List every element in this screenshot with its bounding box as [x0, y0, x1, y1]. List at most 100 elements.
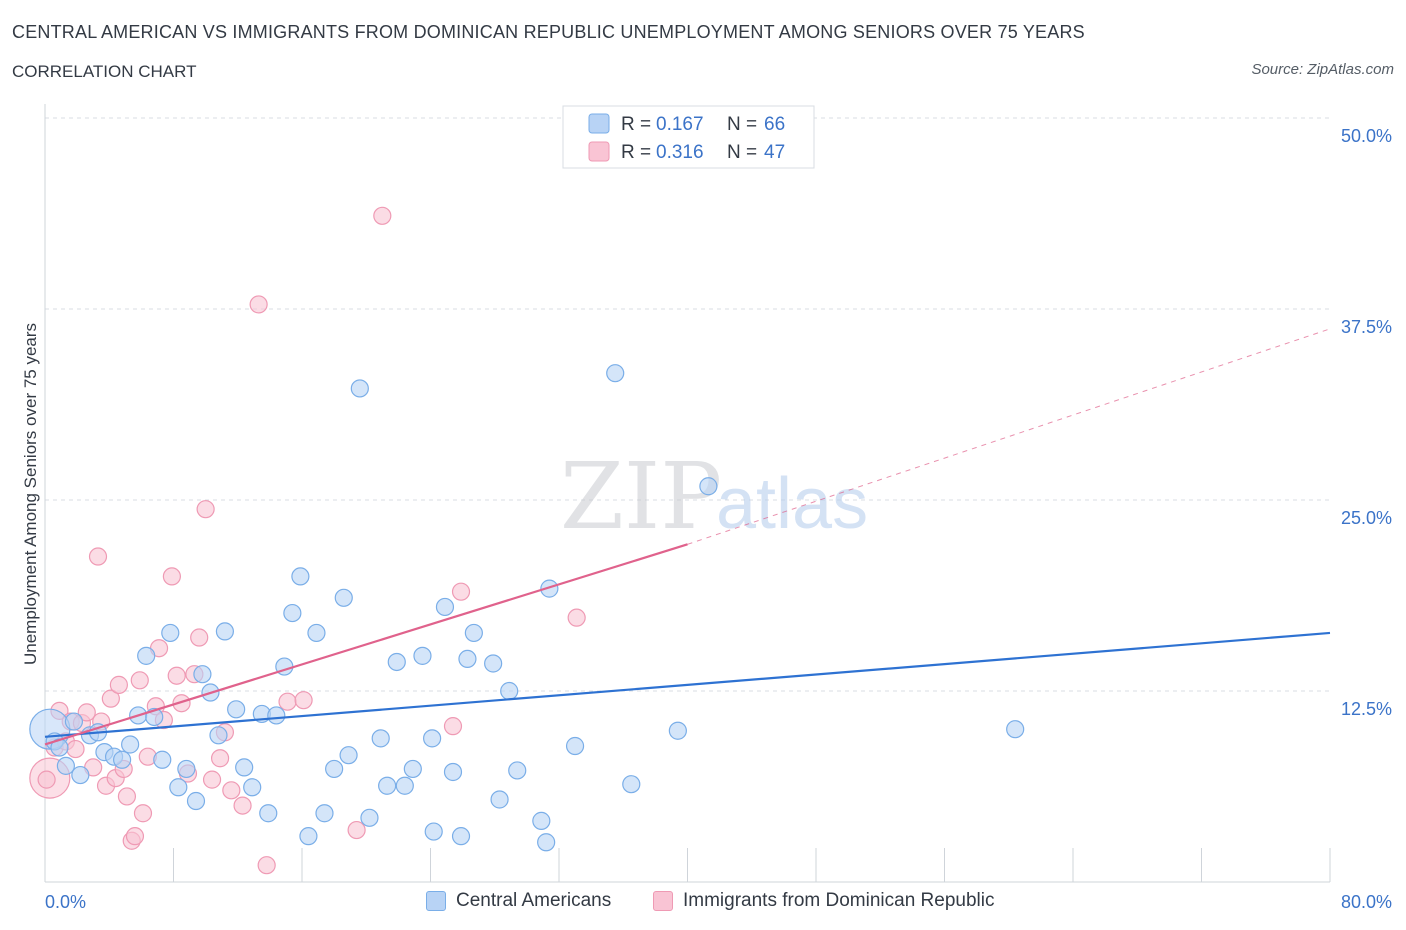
central-american-point-25	[235, 758, 254, 777]
dominican-point-42	[373, 206, 392, 225]
central-american-point-19	[186, 791, 206, 811]
pink-series-points	[29, 206, 586, 875]
dominican-point-14	[109, 675, 128, 694]
central-american-point-22	[209, 726, 228, 745]
legend-r-value-pink: 0.316	[656, 142, 704, 163]
dominican-point-12	[101, 689, 120, 708]
dominican-point-25	[162, 567, 181, 586]
central-american-point-51	[451, 827, 471, 846]
y-tick-label-3: 50.0%	[1341, 126, 1392, 146]
dominican-point-20	[133, 804, 153, 823]
central-american-point-34	[307, 623, 326, 643]
central-american-point-40	[360, 808, 379, 827]
dominican-trend-line	[44, 543, 688, 746]
zipatlas-watermark: ZIP atlas	[560, 443, 868, 550]
central-american-point-44	[395, 776, 414, 795]
central-american-point-38	[339, 746, 358, 765]
central-american-point-23	[215, 622, 234, 641]
chart-title: CENTRAL AMERICAN VS IMMIGRANTS FROM DOMI…	[12, 22, 1085, 42]
gridlines	[45, 117, 1330, 692]
central-american-point-50	[443, 762, 463, 782]
legend-item-central-americans[interactable]: Central Americans	[426, 890, 611, 912]
central-american-point-47	[423, 729, 442, 748]
central-american-point-45	[403, 759, 422, 779]
central-american-point-62	[606, 364, 625, 383]
dominican-point-9	[88, 547, 108, 566]
central-american-point-3	[56, 756, 75, 775]
central-american-point-56	[500, 681, 519, 701]
legend-swatch-dominican-republic	[653, 891, 673, 911]
central-american-point-53	[464, 623, 483, 643]
central-american-point-35	[315, 804, 334, 823]
dominican-point-37	[249, 295, 268, 314]
central-american-point-49	[435, 597, 455, 617]
central-american-point-31	[283, 603, 302, 623]
x-tick-label-min: 0.0%	[45, 892, 86, 912]
central-american-point-46	[413, 646, 432, 665]
dominican-point-31	[196, 500, 215, 519]
series-legend: Central Americans Immigrants from Domini…	[0, 890, 1406, 916]
legend-item-dominican-republic[interactable]: Immigrants from Dominican Republic	[653, 890, 995, 912]
central-american-point-20	[193, 665, 212, 684]
dominican-point-39	[278, 692, 297, 711]
central-american-point-11	[121, 735, 140, 754]
blue-series-points	[29, 364, 1025, 852]
central-american-point-28	[259, 804, 278, 823]
dominican-point-43	[443, 717, 463, 736]
central-american-point-15	[153, 750, 172, 769]
trend-lines	[44, 328, 1331, 746]
legend-n-label-blue: N =	[727, 114, 757, 135]
legend-swatch-central-americans	[426, 891, 446, 911]
central-american-point-26	[243, 778, 262, 797]
axes	[44, 104, 1331, 883]
dominican-point-45	[567, 608, 586, 627]
dominican-trend-extension	[687, 328, 1331, 545]
dominican-point-41	[347, 820, 366, 840]
legend-swatch-blue	[588, 113, 610, 134]
central-american-point-13	[137, 646, 156, 665]
dominican-point-5	[66, 739, 85, 759]
central-american-point-4	[64, 712, 84, 731]
central-american-point-61	[565, 736, 585, 756]
central-american-point-55	[490, 790, 509, 809]
central-american-point-57	[508, 761, 527, 780]
central-american-point-29	[267, 706, 286, 725]
central-american-point-48	[424, 822, 443, 841]
dominican-point-38	[257, 856, 276, 875]
legend-r-value-blue: 0.167	[656, 114, 704, 135]
central-american-point-52	[458, 649, 477, 669]
central-american-point-43	[387, 652, 406, 672]
y-tick-label-2: 37.5%	[1341, 317, 1392, 337]
central-american-point-17	[169, 778, 188, 797]
central-american-point-41	[371, 729, 390, 748]
central-american-point-64	[668, 721, 687, 740]
central-american-point-33	[299, 827, 318, 846]
central-american-point-60	[540, 579, 559, 598]
central-american-point-37	[334, 588, 353, 607]
source-credit: Source: ZipAtlas.com	[1251, 61, 1394, 78]
central-american-point-36	[325, 759, 344, 779]
central-american-point-42	[378, 776, 397, 795]
legend-label-central-americans: Central Americans	[456, 890, 612, 911]
legend-n-label-pink: N =	[727, 142, 757, 163]
x-tick-label-max: 80.0%	[1341, 892, 1392, 912]
x-tick-labels: 0.0% 80.0%	[45, 892, 1392, 912]
y-axis-label: Unemployment Among Seniors over 75 years	[21, 323, 40, 665]
central-american-point-24	[227, 700, 246, 719]
central-american-point-18	[177, 759, 196, 779]
dominican-point-30	[190, 628, 209, 647]
legend-n-value-pink: 47	[764, 142, 785, 163]
dominican-point-27	[172, 694, 191, 713]
y-tick-labels: 12.5% 25.0% 37.5% 50.0%	[1341, 126, 1392, 719]
legend-r-label-pink: R =	[621, 142, 651, 163]
dominican-point-46	[37, 770, 56, 789]
central-american-point-54	[484, 654, 503, 673]
central-american-point-32	[291, 567, 310, 586]
dominican-point-36	[233, 796, 252, 815]
central-american-point-5	[71, 765, 90, 785]
central-american-point-16	[161, 623, 180, 643]
central-american-point-39	[350, 379, 369, 398]
dominican-point-32	[202, 770, 222, 789]
central-american-point-66	[1006, 720, 1025, 739]
